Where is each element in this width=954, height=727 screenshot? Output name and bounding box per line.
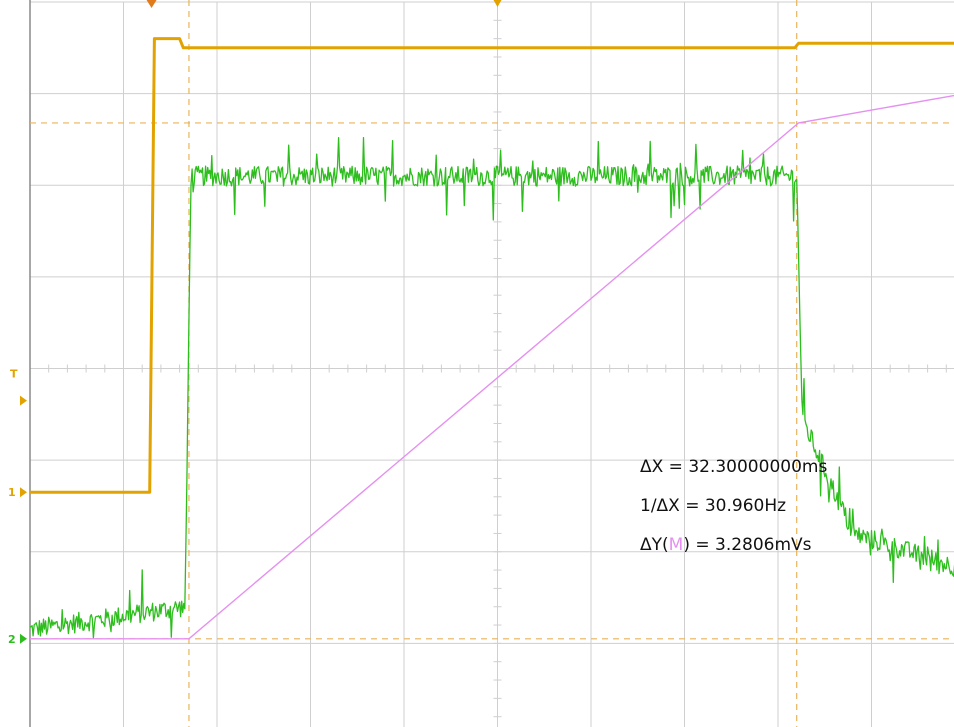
readout-delta-y-suffix: ) = 3.2806mVs	[683, 535, 811, 555]
ch2-ground-marker: 2	[8, 633, 16, 646]
channel-markers: 1 2 T	[8, 0, 502, 646]
trigger-marker-arrow	[20, 395, 27, 406]
trigger-position-marker	[146, 0, 157, 8]
readout-delta-y: ΔY(M) = 3.2806mVs	[640, 535, 812, 555]
trace-math	[30, 94, 954, 640]
cursor-readout: ΔX = 32.30000000ms 1/ΔX = 30.960Hz ΔY(M)…	[640, 457, 827, 555]
trace-ch2	[29, 136, 954, 639]
waveform-traces	[29, 37, 954, 640]
trigger-level-marker: T	[10, 368, 18, 381]
ch2-marker-arrow	[20, 633, 27, 644]
readout-delta-x: ΔX = 32.30000000ms	[640, 457, 827, 477]
ch1-marker-arrow	[20, 487, 27, 498]
readout-inverse-delta-x: 1/ΔX = 30.960Hz	[640, 496, 786, 516]
readout-math-channel: M	[669, 535, 684, 555]
trace-ch1	[30, 37, 954, 494]
horizontal-center-marker	[493, 0, 502, 7]
readout-delta-y-prefix: ΔY(	[640, 535, 669, 555]
ch1-ground-marker: 1	[8, 486, 16, 499]
